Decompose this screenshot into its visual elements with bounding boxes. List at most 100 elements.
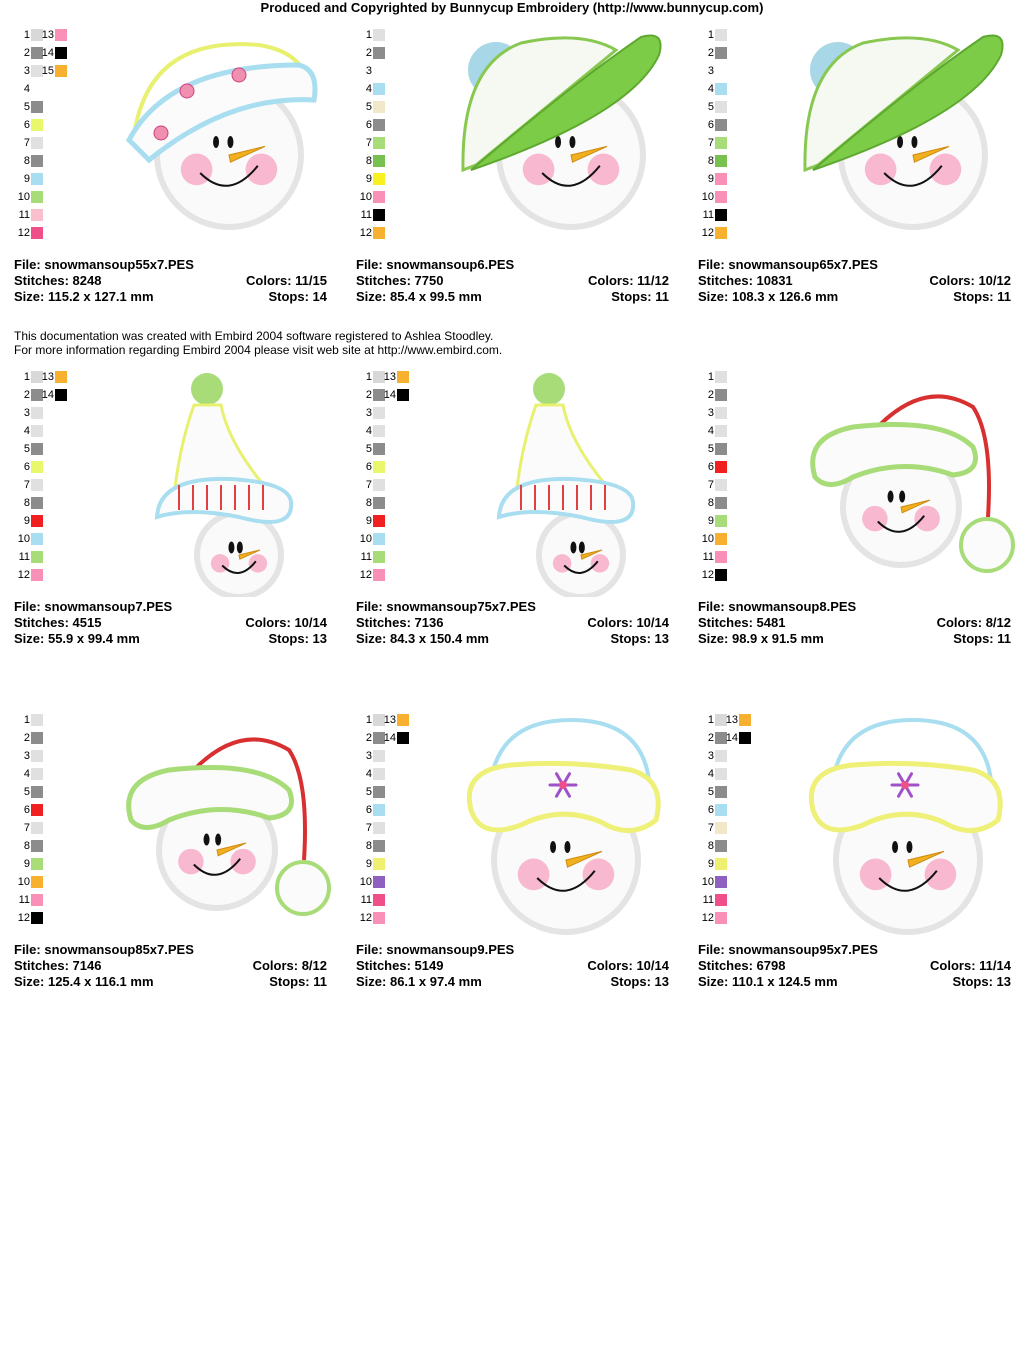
thread-number: 5 bbox=[23, 786, 30, 798]
colors-value: Colors: 10/12 bbox=[929, 273, 1011, 289]
thread-color-box bbox=[715, 119, 727, 131]
file-row: File: snowmansoup95x7.PES bbox=[698, 942, 1011, 958]
thread-color-box bbox=[373, 191, 385, 203]
colors-count: 10/14 bbox=[294, 615, 327, 630]
thread-color-box bbox=[373, 173, 385, 185]
snowman-design-preview bbox=[154, 373, 294, 597]
stops-value: Stops: 11 bbox=[953, 631, 1011, 647]
flower-center bbox=[559, 781, 567, 789]
thread-color-box bbox=[715, 533, 727, 545]
thread-number: 3 bbox=[707, 750, 714, 762]
thread-number: 12 bbox=[17, 569, 30, 581]
thread-color-box bbox=[31, 804, 43, 816]
thread-number: 8 bbox=[23, 840, 30, 852]
file-label: File: bbox=[14, 599, 45, 614]
stops-label: Stops: bbox=[269, 974, 314, 989]
thread-swatch: 4 bbox=[698, 767, 727, 781]
thread-swatch: 12 bbox=[356, 226, 385, 240]
stitches-row: Stitches: 7146 Colors: 8/12 bbox=[14, 958, 327, 974]
thread-number: 12 bbox=[17, 227, 30, 239]
thread-number: 6 bbox=[707, 461, 714, 473]
eye-left bbox=[228, 541, 235, 554]
thread-number: 7 bbox=[23, 822, 30, 834]
thread-swatch: 2 bbox=[14, 388, 43, 402]
thread-swatch: 5 bbox=[356, 442, 385, 456]
size-label: Size: bbox=[698, 974, 732, 989]
thread-swatch: 12 bbox=[698, 568, 727, 582]
thread-number: 2 bbox=[365, 732, 372, 744]
thread-color-box bbox=[715, 389, 727, 401]
thread-number: 1 bbox=[707, 371, 714, 383]
size-row: Size: 115.2 x 127.1 mm Stops: 14 bbox=[14, 289, 327, 305]
thread-swatch: 8 bbox=[14, 154, 43, 168]
thread-swatch: 14 bbox=[38, 46, 67, 60]
thread-swatch: 9 bbox=[356, 857, 385, 871]
thread-swatch: 11 bbox=[698, 893, 727, 907]
stops-value: Stops: 13 bbox=[610, 631, 669, 647]
thread-color-box bbox=[373, 101, 385, 113]
eye-right bbox=[899, 490, 906, 503]
thread-color-box bbox=[31, 750, 43, 762]
thread-number: 3 bbox=[23, 750, 30, 762]
thread-number: 1 bbox=[23, 29, 30, 41]
thread-swatch: 7 bbox=[356, 136, 385, 150]
thread-color-box bbox=[373, 83, 385, 95]
thread-color-box bbox=[715, 714, 727, 726]
thread-color-box bbox=[31, 515, 43, 527]
thread-color-box bbox=[373, 47, 385, 59]
stitches-row: Stitches: 10831 Colors: 10/12 bbox=[698, 273, 1011, 289]
thread-color-box bbox=[715, 750, 727, 762]
thread-swatch: 8 bbox=[698, 496, 727, 510]
thread-swatch: 12 bbox=[14, 226, 43, 240]
thread-color-box bbox=[715, 443, 727, 455]
rosebud-appliqué bbox=[231, 67, 247, 83]
cap-brim bbox=[470, 34, 662, 171]
size-label: Size: bbox=[14, 631, 48, 646]
colors-label: Colors: bbox=[245, 615, 295, 630]
thread-swatch: 3 bbox=[356, 406, 385, 420]
design-info: File: snowmansoup8.PES Stitches: 5481 Colo… bbox=[698, 599, 1011, 647]
thread-swatch: 4 bbox=[356, 767, 385, 781]
santa-hat-tail bbox=[871, 394, 991, 518]
hat-brim bbox=[808, 760, 1003, 833]
stitch-count: 8248 bbox=[72, 273, 102, 288]
thread-swatch: 6 bbox=[698, 118, 727, 132]
thread-swatch: 3 bbox=[356, 749, 385, 763]
flower-center bbox=[901, 781, 909, 789]
thread-color-box bbox=[373, 227, 385, 239]
thread-swatch: 10 bbox=[356, 532, 385, 546]
santa-pompom bbox=[275, 860, 331, 916]
thread-number: 1 bbox=[365, 714, 372, 726]
thread-swatch: 10 bbox=[14, 875, 43, 889]
thread-color-box bbox=[31, 497, 43, 509]
size-row: Size: 55.9 x 99.4 mm Stops: 13 bbox=[14, 631, 327, 647]
file-row: File: snowmansoup75x7.PES bbox=[356, 599, 669, 615]
eye-right bbox=[236, 541, 243, 554]
thread-swatch: 9 bbox=[698, 514, 727, 528]
thread-number: 8 bbox=[707, 840, 714, 852]
thread-number: 14 bbox=[41, 389, 54, 401]
design-size: 110.1 x 124.5 mm bbox=[731, 974, 838, 989]
thread-color-box bbox=[31, 840, 43, 852]
thread-number: 11 bbox=[360, 551, 372, 563]
size-label: Size: bbox=[356, 631, 390, 646]
stops-count: 11 bbox=[313, 974, 327, 989]
carrot-nose bbox=[900, 499, 931, 514]
smile bbox=[877, 515, 925, 533]
thread-number: 3 bbox=[365, 750, 372, 762]
thread-number: 8 bbox=[365, 155, 372, 167]
colors-value: Colors: 8/12 bbox=[937, 615, 1011, 631]
stops-count: 13 bbox=[312, 631, 327, 646]
thread-swatch: 3 bbox=[698, 749, 727, 763]
thread-number: 12 bbox=[359, 227, 372, 239]
thread-swatch: 3 bbox=[14, 406, 43, 420]
thread-number: 1 bbox=[707, 714, 714, 726]
thread-color-box bbox=[373, 551, 385, 563]
thread-color-box bbox=[715, 569, 727, 581]
thread-swatch: 10 bbox=[14, 532, 43, 546]
thread-swatch: 6 bbox=[698, 460, 727, 474]
thread-number: 3 bbox=[365, 65, 372, 77]
thread-number: 10 bbox=[359, 191, 372, 203]
thread-swatch: 11 bbox=[356, 208, 385, 222]
carrot-nose bbox=[912, 145, 950, 163]
